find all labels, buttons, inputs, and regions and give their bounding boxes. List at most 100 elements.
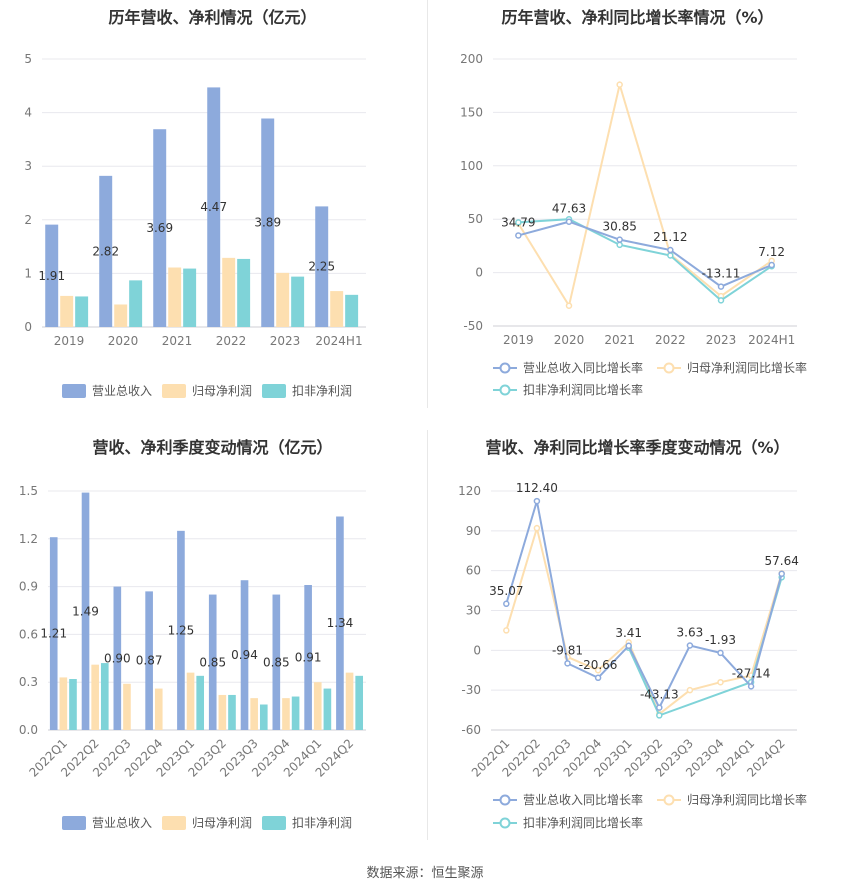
data-label: 30.85	[602, 220, 636, 234]
data-label: 3.69	[146, 221, 173, 235]
point-deducted-profit	[667, 252, 674, 259]
y-tick-label: 0	[24, 320, 32, 334]
y-tick-label: 0	[473, 643, 481, 657]
bar-revenue	[81, 492, 90, 730]
chart-quarterly-amount: 营收、净利季度变动情况（亿元） 0.0 0.3 0.6 0.9 1.2 1.5 2022Q1…	[0, 425, 425, 850]
bar-net-profit	[114, 304, 128, 327]
point-revenue	[616, 236, 623, 243]
point-deducted-profit	[656, 712, 663, 719]
y-tick-label: 1	[24, 266, 32, 280]
bar-revenue	[153, 129, 167, 327]
data-label: 2.82	[92, 244, 119, 258]
x-tick-label: 2022	[655, 333, 686, 347]
x-tick-label: 2024H1	[748, 333, 795, 347]
data-label: 3.63	[677, 626, 704, 640]
legend-swatch	[62, 384, 86, 398]
legend-label: 扣非净利润同比增长率	[523, 815, 643, 830]
data-label: 3.41	[615, 626, 642, 640]
bar-revenue	[207, 87, 221, 328]
legend-label: 扣非净利润同比增长率	[523, 382, 643, 397]
legend-label: 营业总收入同比增长率	[523, 360, 643, 375]
bar-revenue	[315, 206, 329, 327]
legend-label: 归母净利润同比增长率	[687, 792, 807, 807]
y-tick-label: 100	[460, 159, 483, 173]
bar-net-profit	[250, 698, 258, 730]
data-label: 2.25	[308, 260, 335, 274]
panel-divider-top	[427, 0, 428, 408]
bar-net-profit	[345, 672, 354, 730]
y-tick-label: 0.6	[19, 627, 38, 641]
bar-deducted-profit	[355, 675, 364, 730]
bar-deducted-profit	[196, 675, 205, 730]
data-label: 1.91	[38, 269, 65, 283]
bar-revenue	[113, 586, 122, 730]
data-label: 1.21	[40, 627, 67, 641]
data-label: 1.34	[327, 616, 354, 630]
bar-deducted-profit	[75, 296, 89, 327]
x-tick-label: 2019	[503, 333, 534, 347]
point-revenue	[625, 642, 632, 650]
point-deducted-profit	[717, 297, 725, 304]
point-net-profit	[717, 678, 724, 686]
chart-annual-growth: 历年营收、净利同比增长率情况（%） -50 0 50 100 150 200 2019 202…	[425, 0, 850, 410]
bar-revenue	[272, 594, 281, 730]
bar-deducted-profit	[291, 696, 300, 730]
data-label: 7.12	[758, 245, 785, 259]
y-tick-label: 30	[466, 604, 481, 618]
legend-label: 营业总收入	[92, 384, 152, 398]
legend-marker	[499, 817, 511, 829]
point-revenue	[686, 642, 694, 649]
point-revenue	[533, 497, 541, 505]
bar-deducted-profit	[228, 694, 236, 730]
x-tick-label: 2019	[54, 334, 85, 348]
legend-marker	[499, 362, 511, 374]
bar-net-profit	[60, 295, 74, 327]
y-tick-label: 1.5	[19, 484, 38, 498]
bar-net-profit	[330, 291, 344, 327]
point-revenue	[503, 600, 510, 608]
y-tick-label: 0.9	[19, 580, 38, 594]
data-label: -43.13	[640, 688, 679, 702]
chart-title: 历年营收、净利情况（亿元）	[108, 8, 317, 27]
legend-swatch	[162, 816, 186, 830]
data-label: 47.63	[552, 202, 586, 216]
bar-revenue	[240, 580, 249, 730]
bar-net-profit	[154, 688, 163, 730]
data-label: -27.14	[732, 666, 771, 680]
y-tick-label: -50	[463, 319, 483, 333]
chart-title: 营收、净利同比增长率季度变动情况（%）	[485, 438, 790, 457]
bar-net-profit	[218, 694, 227, 730]
chart-quarterly-growth: 营收、净利同比增长率季度变动情况（%） -60 -30 0 30 60 90 120 2022…	[425, 425, 850, 850]
bar-net-profit	[222, 257, 236, 327]
point-deducted-profit	[616, 241, 623, 249]
chart-title: 营收、净利季度变动情况（亿元）	[92, 438, 333, 457]
point-revenue	[667, 246, 674, 254]
data-source-note: 数据来源：恒生聚源	[366, 866, 484, 881]
bar-net-profit	[313, 682, 322, 730]
x-tick-label: 2024H1	[315, 334, 362, 348]
y-tick-label: 90	[466, 524, 481, 538]
y-tick-label: 0	[475, 266, 483, 280]
chart-annual-amount-svg: 0 1 2 3 4 5 2019 2020 2021 2022 2023 2024H1 1.91 2.82…	[24, 52, 366, 398]
point-net-profit	[503, 627, 510, 634]
y-tick-label: 60	[466, 564, 481, 578]
legend-marker	[499, 384, 511, 396]
point-revenue	[747, 683, 755, 690]
point-revenue	[778, 570, 785, 578]
data-label: 3.89	[254, 216, 281, 230]
x-tick-label: 2021	[162, 334, 193, 348]
bar-revenue	[177, 530, 185, 730]
bar-deducted-profit	[237, 258, 251, 327]
data-label: -9.81	[552, 643, 583, 657]
y-tick-label: 0.3	[19, 675, 38, 689]
legend-label: 扣非净利润	[292, 816, 352, 830]
legend-swatch	[162, 384, 186, 398]
chart-quarterly-amount-svg: 0.00.30.60.91.21.52022Q12022Q22022Q32022…	[19, 484, 366, 830]
point-revenue	[594, 674, 602, 682]
bar-net-profit	[276, 272, 290, 327]
data-label: -20.66	[579, 658, 618, 672]
bar-deducted-profit	[345, 294, 359, 327]
data-label: 35.07	[489, 584, 523, 598]
bar-revenue	[99, 175, 113, 327]
x-tick-label: 2021	[604, 333, 635, 347]
